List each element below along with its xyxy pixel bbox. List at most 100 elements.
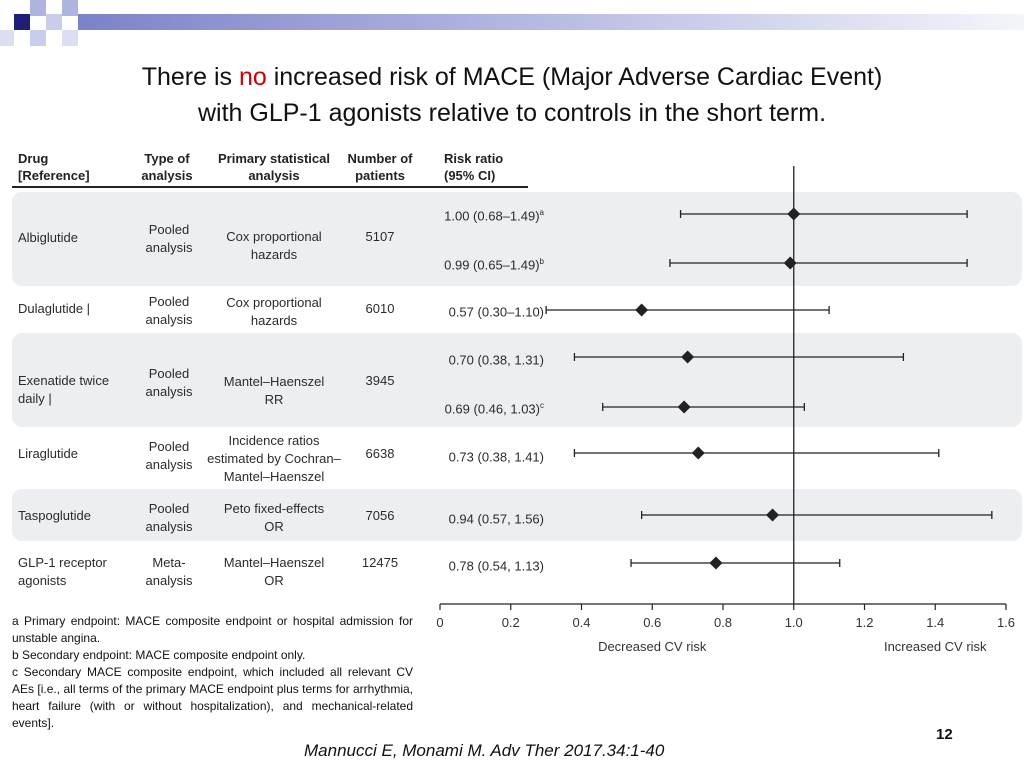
method-line: Peto fixed-effects [223,501,325,516]
drug-line: agonists [18,573,67,588]
header-text: [Reference] [18,168,90,183]
footnote-marker: b [539,257,544,266]
analysis-line: Pooled [148,501,190,516]
risk-ratio-label: 0.99 (0.65–1.49)b [404,253,544,274]
risk-ratio-label: 0.70 (0.38, 1.31) [404,348,544,369]
drug-line: daily | [18,391,52,406]
deco-square [30,0,46,16]
risk-ratio-label: 1.00 (0.68–1.49)a [404,204,544,225]
x-tick-label: 1.0 [785,615,803,630]
footnote-marker: c [540,401,544,410]
title-emphasis: no [238,63,267,91]
risk-ratio-text: 0.94 (0.57, 1.56) [448,511,544,527]
analysis-line: Meta- [152,555,186,570]
header-rule [12,186,528,188]
header-rr: Risk ratio (95% CI) [444,150,503,184]
point-estimate [677,400,691,414]
risk-ratio-label: 0.78 (0.54, 1.13) [404,554,544,575]
method-line: hazards [250,313,298,328]
deco-square-navy [14,14,30,30]
drug-name: Dulaglutide | [18,300,136,318]
drug-name: GLP-1 receptor agonists [18,554,136,590]
method-line: Mantel–Haenszel [223,469,325,484]
x-tick-label: 1.2 [855,615,873,630]
statistical-method: Peto fixed-effects OR [196,500,352,536]
analysis-line: Pooled [148,294,190,309]
x-tick-label: 0.6 [643,615,661,630]
risk-ratio-text: 0.70 (0.38, 1.31) [448,352,544,368]
patient-count: 12475 [361,555,399,570]
drug-line: GLP-1 receptor [18,555,107,570]
analysis-line: Pooled [148,366,190,381]
method-line: Cox proportional [226,295,322,310]
citation: Mannucci E, Monami M. Adv Ther 2017.34:1… [304,741,665,760]
method-line: Mantel–Haenszel [223,555,325,570]
analysis-line: Pooled [148,439,190,454]
analysis-type: Pooled analysis [120,500,218,536]
analysis-type: Pooled analysis [120,221,218,257]
analysis-line: analysis [145,384,193,399]
title-text: There is [141,63,239,91]
analysis-type: Meta-analysis [120,554,218,590]
risk-ratio-label: 0.57 (0.30–1.10) [404,300,544,321]
x-tick-label: 0.8 [714,615,732,630]
row-band-albiglutide [12,192,1022,286]
method-line: Incidence ratios [228,433,320,448]
method-line: RR [264,392,284,407]
page-number: 12 [936,726,953,743]
method-line: Cox proportional [226,229,322,244]
analysis-line: analysis [145,312,193,327]
footnote-b: b Secondary endpoint: MACE composite end… [12,648,306,662]
drug-line: Albiglutide [18,230,78,245]
analysis-line: analysis [145,240,193,255]
method-line: Mantel–Haenszel [223,374,325,389]
statistical-method: Mantel–Haenszel OR [196,554,352,590]
header-text: Drug [18,151,49,166]
patient-count: 5107 [365,229,395,244]
risk-ratio-label: 0.69 (0.46, 1.03)c [404,397,544,418]
deco-square [30,30,46,46]
header-text: patients [355,168,405,183]
risk-ratio-text: 0.73 (0.38, 1.41) [448,449,544,465]
deco-square [62,30,78,46]
statistical-method: Incidence ratios estimated by Cochran– Man… [196,432,352,486]
footnotes: a Primary endpoint: MACE composite endpo… [12,613,413,732]
method-line: OR [264,519,284,534]
drug-line: Dulaglutide | [18,301,91,316]
analysis-line: analysis [145,573,193,588]
header-gradient-bar [78,14,1024,30]
corner-decoration [0,0,1024,46]
drug-line: Taspoglutide [18,508,91,523]
header-text: Type of [144,151,190,166]
deco-square [62,0,78,16]
statistical-method: Cox proportional hazards [196,228,352,264]
point-estimate [709,556,723,570]
drug-name: Taspoglutide [18,507,136,525]
header-text: Number of [347,151,413,166]
point-estimate [766,508,780,522]
patient-count: 7056 [365,508,395,523]
x-tick-label: 1.4 [926,615,944,630]
statistical-method: Mantel–Haenszel RR [196,373,352,409]
risk-ratio-text: 0.69 (0.46, 1.03) [444,401,540,417]
drug-line: Exenatide twice [18,373,110,388]
risk-ratio-label: 0.73 (0.38, 1.41) [404,445,544,466]
analysis-line: Pooled [148,222,190,237]
header-text: Primary statistical [217,151,330,166]
slide-title-line-1: There is no increased risk of MACE (Majo… [0,60,1024,94]
header-stat: Primary statistical analysis [212,150,336,184]
point-estimate [681,350,695,364]
header-text: analysis [141,168,193,183]
patient-count: 6010 [365,301,395,316]
method-line: OR [264,573,284,588]
drug-name: Exenatide twice daily | [18,372,136,408]
x-tick-label: 1.6 [997,615,1015,630]
analysis-line: analysis [145,457,193,472]
patient-count: 6638 [365,446,395,461]
method-line: hazards [250,247,298,262]
deco-square [46,14,62,30]
statistical-method: Cox proportional hazards [196,294,352,330]
header-text: Risk ratio [444,151,504,166]
method-line: estimated by Cochran– [207,451,341,466]
header-drug: Drug [Reference] [18,150,90,184]
